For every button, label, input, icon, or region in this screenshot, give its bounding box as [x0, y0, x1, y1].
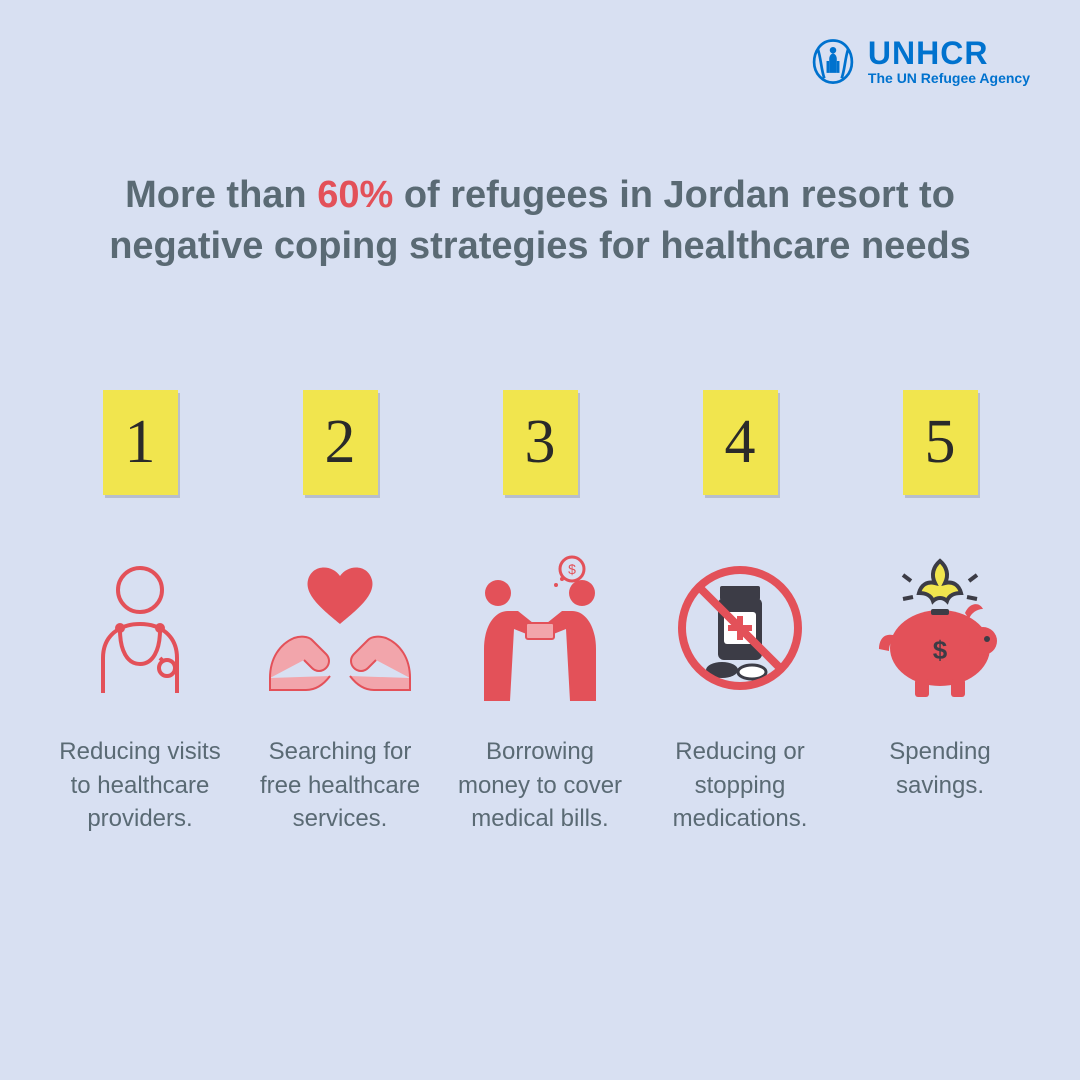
strategy-caption: Spending savings. — [850, 735, 1030, 802]
borrow-money-icon: $ — [460, 553, 620, 703]
no-medication-icon — [660, 553, 820, 703]
strategy-caption: Searching for free healthcare services. — [250, 735, 430, 836]
strategy-card-2: 2 Searching for free healthcare services… — [250, 390, 430, 836]
number-chip: 1 — [103, 390, 178, 495]
strategy-caption: Reducing visits to healthcare providers. — [50, 735, 230, 836]
headline-prefix: More than — [125, 174, 317, 216]
hands-heart-icon — [260, 553, 420, 703]
unhcr-olive-icon — [806, 34, 860, 88]
strategies-row: 1 Reducing visits to healthcare provider… — [50, 390, 1030, 836]
unhcr-logo: UNHCR The UN Refugee Agency — [806, 34, 1030, 88]
strategy-caption: Borrowing money to cover medical bills. — [450, 735, 630, 836]
logo-subtitle: The UN Refugee Agency — [868, 71, 1030, 85]
strategy-caption: Reducing or stopping medications. — [650, 735, 830, 836]
number-chip: 4 — [703, 390, 778, 495]
infographic-canvas: UNHCR The UN Refugee Agency More than 60… — [0, 0, 1080, 1080]
number-chip: 5 — [903, 390, 978, 495]
strategy-card-3: 3 $ — [450, 390, 630, 836]
strategy-card-1: 1 Reducing visits to healthcare provider… — [50, 390, 230, 836]
number-chip: 3 — [503, 390, 578, 495]
strategy-card-4: 4 Reducing or stopping medi — [650, 390, 830, 836]
number-chip: 2 — [303, 390, 378, 495]
headline: More than 60% of refugees in Jordan reso… — [80, 170, 1000, 273]
headline-highlight: 60% — [317, 174, 393, 216]
piggy-bank-icon: $ — [860, 553, 1020, 703]
doctor-icon — [60, 553, 220, 703]
logo-title: UNHCR — [868, 37, 1030, 69]
strategy-card-5: 5 $ — [850, 390, 1030, 836]
svg-text:$: $ — [568, 561, 576, 577]
svg-text:$: $ — [933, 635, 948, 665]
